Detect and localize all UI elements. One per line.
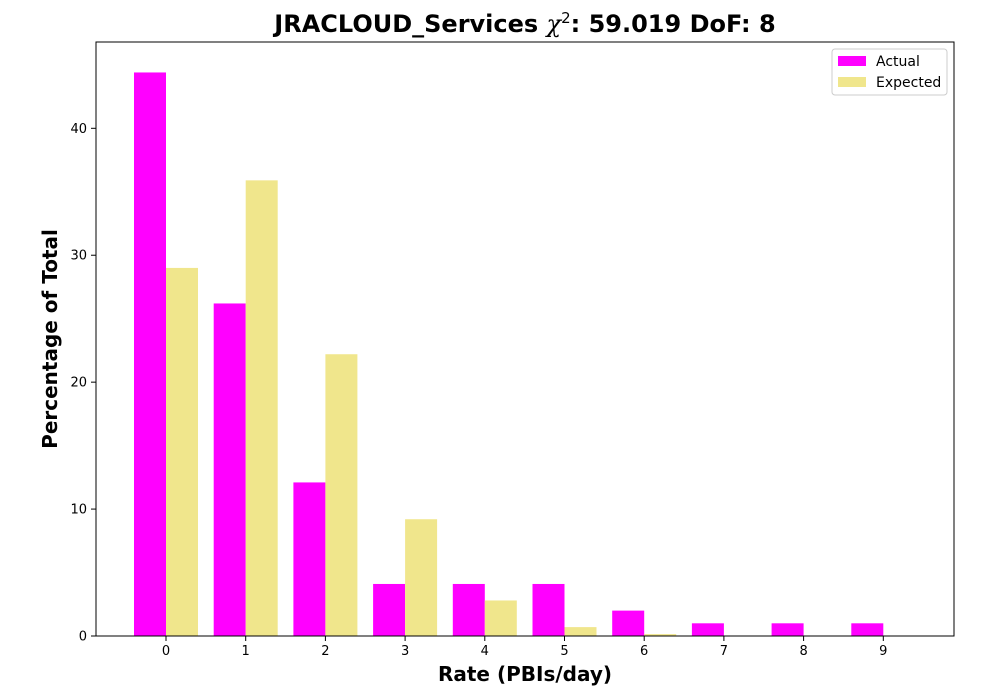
chart-title-chi-power: 2 <box>561 9 571 27</box>
bar-actual-7 <box>691 623 724 636</box>
bar-actual-5 <box>532 583 565 636</box>
bar-expected-5 <box>564 627 597 636</box>
y-tick-label: 10 <box>70 503 87 518</box>
legend-label-actual: Actual <box>876 54 920 70</box>
legend: Actual Expected <box>831 48 948 96</box>
y-tick-label: 20 <box>70 376 87 391</box>
bar-actual-4 <box>452 583 485 636</box>
chart-title-suffix: : 59.019 DoF: 8 <box>571 10 776 38</box>
bar-expected-2 <box>325 354 358 636</box>
legend-label-expected: Expected <box>876 75 941 91</box>
x-tick-label: 6 <box>640 644 648 659</box>
x-tick-label: 8 <box>799 644 807 659</box>
bar-actual-6 <box>612 610 645 636</box>
bar-expected-3 <box>405 519 438 636</box>
bars-group <box>134 72 884 636</box>
bar-expected-4 <box>484 600 517 636</box>
plot-frame <box>95 41 955 637</box>
y-tick-label: 40 <box>70 122 87 137</box>
bar-expected-6 <box>644 634 677 636</box>
x-tick-label: 4 <box>481 644 489 659</box>
bar-actual-9 <box>851 623 884 636</box>
chart-title: JRACLOUD_Services χ2: 59.019 DoF: 8 <box>272 9 775 38</box>
legend-swatch-expected <box>838 77 866 87</box>
x-ticks-group: 0 1 2 3 4 5 6 7 8 9 <box>162 636 887 659</box>
x-tick-label: 7 <box>720 644 728 659</box>
bar-actual-3 <box>373 583 406 636</box>
x-tick-label: 9 <box>879 644 887 659</box>
x-axis-title: Rate (PBIs/day) <box>438 662 612 686</box>
bar-actual-0 <box>134 72 166 636</box>
y-axis-title: Percentage of Total <box>38 229 62 449</box>
y-tick-label: 30 <box>70 249 87 264</box>
chart-title-chi: χ <box>545 10 563 38</box>
x-tick-label: 5 <box>560 644 568 659</box>
x-tick-label: 1 <box>242 644 250 659</box>
x-tick-label: 0 <box>162 644 170 659</box>
x-tick-label: 3 <box>401 644 409 659</box>
x-tick-label: 2 <box>321 644 329 659</box>
bar-expected-0 <box>166 267 198 636</box>
bar-actual-8 <box>771 623 804 636</box>
y-tick-label: 0 <box>79 630 87 645</box>
bar-actual-1 <box>213 303 246 636</box>
chart-title-prefix: JRACLOUD_Services <box>272 10 546 38</box>
y-ticks-group: 0 10 20 30 40 <box>70 122 96 645</box>
bar-actual-2 <box>293 482 326 636</box>
legend-swatch-actual <box>838 56 866 66</box>
bar-expected-1 <box>245 180 278 636</box>
